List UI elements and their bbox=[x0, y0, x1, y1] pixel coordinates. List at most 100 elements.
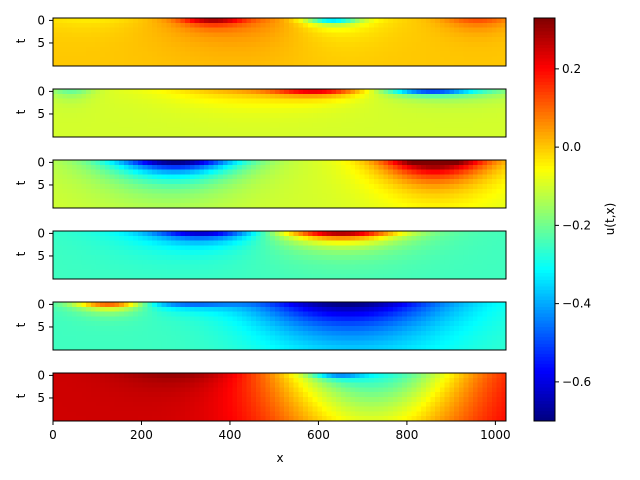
heatmap-cell bbox=[232, 174, 238, 180]
heatmap-cell bbox=[270, 184, 276, 190]
heatmap-cell bbox=[472, 37, 479, 43]
heatmap-cell bbox=[241, 269, 248, 275]
heatmap-cell bbox=[114, 46, 120, 53]
heatmap-cell bbox=[293, 274, 299, 280]
heatmap-cell bbox=[246, 103, 252, 109]
heatmap-cell bbox=[137, 18, 144, 24]
heatmap-cell bbox=[100, 198, 106, 204]
heatmap-cell bbox=[71, 117, 78, 124]
heatmap-cell bbox=[378, 56, 384, 62]
heatmap-cell bbox=[71, 240, 78, 246]
heatmap-cell bbox=[123, 188, 130, 195]
heatmap-cell bbox=[303, 311, 309, 317]
heatmap-cell bbox=[218, 160, 224, 166]
heatmap-cell bbox=[378, 203, 384, 209]
heatmap-cell bbox=[251, 42, 257, 48]
heatmap-cell bbox=[53, 51, 59, 57]
heatmap-cell bbox=[392, 316, 399, 322]
heatmap-cell bbox=[421, 373, 427, 379]
heatmap-cell bbox=[152, 117, 158, 124]
heatmap-cell bbox=[402, 316, 408, 322]
heatmap-cell bbox=[90, 61, 97, 67]
heatmap-cell bbox=[307, 330, 314, 337]
heatmap-cell bbox=[397, 330, 403, 337]
heatmap-cell bbox=[166, 22, 172, 29]
heatmap-cell bbox=[95, 42, 101, 48]
heatmap-cell bbox=[199, 203, 205, 209]
heatmap-cell bbox=[67, 93, 73, 100]
heatmap-cell bbox=[86, 255, 92, 261]
heatmap-cell bbox=[458, 46, 465, 53]
heatmap-cell bbox=[312, 345, 318, 351]
heatmap-cell bbox=[222, 93, 229, 100]
heatmap-cell bbox=[326, 46, 333, 53]
heatmap-cell bbox=[454, 321, 460, 327]
heatmap-cell bbox=[109, 132, 115, 138]
heatmap-cell bbox=[463, 235, 469, 242]
heatmap-cell bbox=[449, 18, 455, 24]
heatmap-cell bbox=[439, 255, 446, 261]
heatmap-cell bbox=[76, 373, 82, 379]
heatmap-cell bbox=[133, 169, 139, 175]
y-tick-label: 0 bbox=[37, 297, 45, 311]
heatmap-cell bbox=[265, 27, 271, 33]
heatmap-cell bbox=[218, 373, 224, 379]
heatmap-cell bbox=[416, 373, 422, 379]
heatmap-cell bbox=[317, 98, 323, 104]
heatmap-cell bbox=[383, 193, 389, 199]
heatmap-cell bbox=[194, 117, 200, 124]
heatmap-cell bbox=[119, 32, 125, 38]
heatmap-cell bbox=[133, 245, 139, 251]
heatmap-cell bbox=[255, 46, 262, 53]
heatmap-cell bbox=[487, 108, 493, 114]
heatmap-cell bbox=[392, 326, 399, 332]
heatmap-cell bbox=[397, 93, 403, 100]
heatmap-cell bbox=[491, 160, 498, 166]
heatmap-cell bbox=[496, 330, 502, 337]
heatmap-cell bbox=[430, 373, 436, 379]
heatmap-cell bbox=[425, 22, 432, 29]
heatmap-cell bbox=[402, 193, 408, 199]
heatmap-cell bbox=[260, 240, 266, 246]
heatmap-cell bbox=[222, 98, 229, 104]
heatmap-cell bbox=[76, 302, 82, 308]
heatmap-cell bbox=[218, 326, 224, 332]
heatmap-cell bbox=[156, 321, 163, 327]
heatmap-cell bbox=[288, 316, 295, 322]
heatmap-cell bbox=[463, 316, 469, 322]
heatmap-cell bbox=[265, 255, 271, 261]
heatmap-cell bbox=[147, 37, 153, 43]
heatmap-cell bbox=[251, 274, 257, 280]
heatmap-cell bbox=[119, 193, 125, 199]
heatmap-cell bbox=[67, 98, 73, 104]
heatmap-cell bbox=[298, 122, 304, 128]
heatmap-cell bbox=[416, 27, 422, 33]
heatmap-cell bbox=[218, 203, 224, 209]
heatmap-cell bbox=[416, 274, 422, 280]
heatmap-cell bbox=[388, 316, 394, 322]
heatmap-cell bbox=[373, 345, 380, 351]
heatmap-cell bbox=[104, 89, 111, 95]
heatmap-cell bbox=[388, 89, 394, 95]
heatmap-cell bbox=[430, 193, 436, 199]
heatmap-cell bbox=[67, 377, 73, 384]
heatmap-cell bbox=[137, 122, 144, 128]
heatmap-cell bbox=[251, 235, 257, 242]
heatmap-cell bbox=[90, 117, 97, 124]
heatmap-cell bbox=[501, 306, 507, 313]
heatmap-cell bbox=[133, 61, 139, 67]
heatmap-cell bbox=[128, 335, 134, 341]
heatmap-cell bbox=[487, 132, 493, 138]
heatmap-cell bbox=[128, 32, 134, 38]
heatmap-cell bbox=[161, 240, 167, 246]
heatmap-cell bbox=[350, 240, 356, 246]
heatmap-cell bbox=[383, 198, 389, 204]
heatmap-cell bbox=[303, 245, 309, 251]
heatmap-cell bbox=[491, 108, 498, 114]
heatmap-cell bbox=[170, 235, 177, 242]
heatmap-cell bbox=[373, 306, 380, 313]
heatmap-cell bbox=[137, 311, 144, 317]
heatmap-cell bbox=[133, 179, 139, 185]
heatmap-cell bbox=[76, 311, 82, 317]
heatmap-cell bbox=[161, 340, 167, 346]
